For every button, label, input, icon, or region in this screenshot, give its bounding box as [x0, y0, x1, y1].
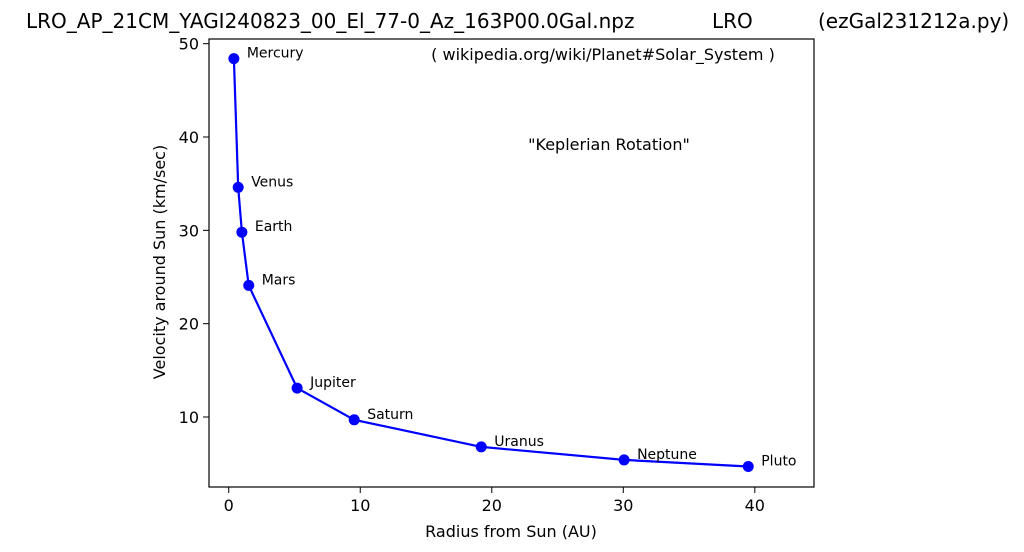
- header-filename: LRO_AP_21CM_YAGI240823_00_El_77-0_Az_163…: [26, 9, 634, 33]
- velocity-series: Mercury Venus Earth Mars Jupiter Saturn Uranus…: [228, 46, 797, 472]
- x-tick-label: 10: [350, 496, 370, 515]
- y-tick-label: 30: [179, 221, 199, 240]
- plot-frame: [208, 38, 815, 488]
- y-tick-label: 50: [179, 35, 199, 54]
- point-label-neptune: Neptune: [637, 447, 697, 463]
- point-label-mars: Mars: [262, 272, 296, 288]
- header-script: (ezGal231212a.py): [818, 9, 1009, 33]
- data-point-uranus: [475, 441, 487, 453]
- point-label-jupiter: Jupiter: [309, 375, 356, 391]
- data-point-mars: [243, 279, 255, 291]
- keplerian-annotation: "Keplerian Rotation": [528, 135, 690, 154]
- data-point-venus: [232, 181, 244, 193]
- x-tick-label: 20: [482, 496, 502, 515]
- point-label-earth: Earth: [255, 219, 293, 235]
- x-axis: 0 10 20 30 40: [224, 487, 765, 515]
- data-point-mercury: [228, 53, 240, 65]
- x-tick-label: 40: [745, 496, 765, 515]
- y-axis-label: Velocity around Sun (km/sec): [150, 145, 169, 379]
- series-line: [232, 58, 749, 468]
- data-point-pluto: [742, 460, 754, 472]
- header-site: LRO: [712, 9, 753, 33]
- point-label-uranus: Uranus: [494, 434, 544, 450]
- x-tick-label: 30: [613, 496, 633, 515]
- point-label-mercury: Mercury: [247, 46, 304, 62]
- y-tick-label: 40: [179, 128, 199, 147]
- y-axis: 10 20 30 40 50: [179, 35, 209, 427]
- y-tick-label: 20: [179, 315, 199, 334]
- x-axis-label: Radius from Sun (AU): [425, 522, 597, 541]
- point-label-pluto: Pluto: [761, 453, 796, 469]
- source-annotation: ( wikipedia.org/wiki/Planet#Solar_System…: [431, 45, 775, 65]
- data-point-saturn: [348, 414, 360, 426]
- point-label-saturn: Saturn: [367, 407, 413, 423]
- data-point-jupiter: [291, 382, 303, 394]
- x-tick-label: 0: [224, 496, 234, 515]
- data-point-earth: [236, 226, 248, 238]
- y-tick-label: 10: [179, 408, 199, 427]
- point-label-venus: Venus: [251, 174, 293, 190]
- data-point-neptune: [618, 454, 630, 466]
